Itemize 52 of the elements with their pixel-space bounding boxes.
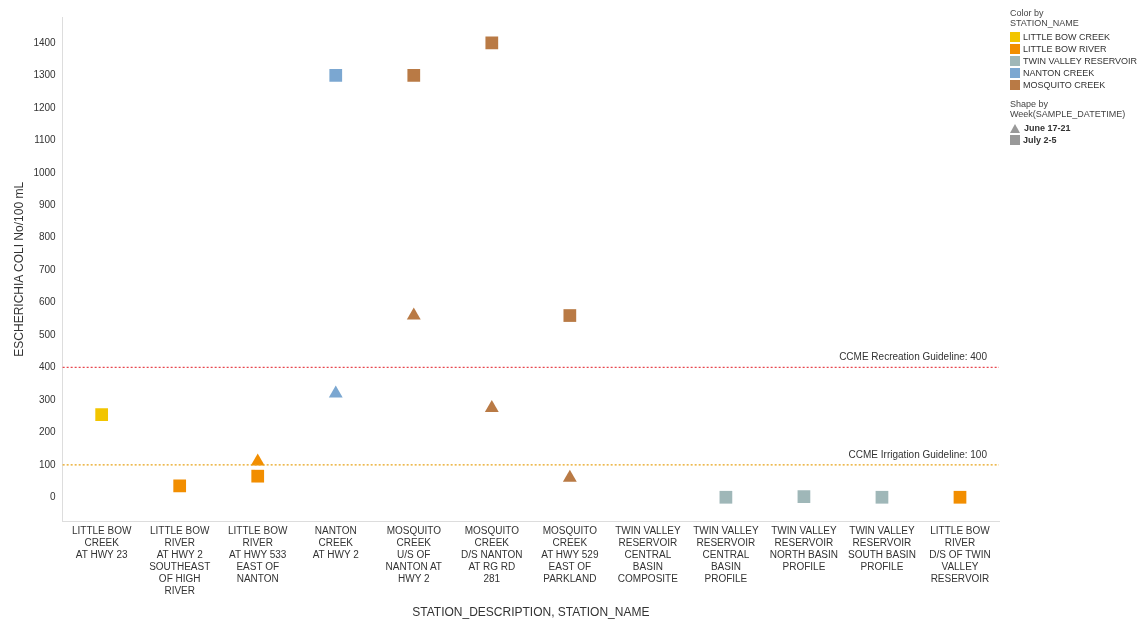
legend-label: LITTLE BOW CREEK [1023, 32, 1111, 42]
point [328, 385, 343, 398]
y-tick-label: 300 [38, 393, 57, 405]
y-tick-label: 1400 [33, 36, 57, 48]
ref-line-label: CCME Recreation Guideline: 400 [839, 351, 988, 363]
y-tick-label: 200 [38, 426, 57, 438]
point [251, 469, 265, 483]
x-tick-label: MOSQUITO CREEK D/S NANTON AT RG RD 281 [461, 525, 523, 585]
y-tick-label: 1300 [33, 69, 57, 81]
x-tick-label: TWIN VALLEY RESERVOIR NORTH BASIN PROFILE [769, 525, 839, 573]
y-tick-label: 400 [38, 361, 57, 373]
y-tick-label: 600 [38, 296, 57, 308]
text: Shape by Week(SAMPLE_DATETIME) [1010, 99, 1127, 119]
x-tick-label: LITTLE BOW CREEK AT HWY 23 [71, 525, 132, 561]
y-tick-label: 700 [38, 263, 57, 275]
y-tick-label: 100 [38, 458, 57, 470]
point [875, 490, 889, 504]
x-tick-label: TWIN VALLEY RESERVOIR CENTRAL BASIN COMPOSITE [615, 525, 681, 585]
y-tick-label: 1200 [33, 101, 57, 113]
x-tick-label: TWIN VALLEY RESERVOIR SOUTH BASIN PROFILE [848, 525, 916, 573]
x-tick-label: LITTLE BOW RIVER D/S OF TWIN VALLEY RESERVOIR [929, 525, 991, 585]
x-tick-label: TWIN VALLEY RESERVOIR CENTRAL BASIN PROFILE [693, 525, 759, 585]
x-tick-label: LITTLE BOW RIVER AT HWY 533 EAST OF NANTON [227, 525, 289, 585]
x-tick-label: LITTLE BOW RIVER AT HWY 2 SOUTHEAST OF HIGH RIVER [149, 525, 211, 597]
legend-label: NANTON CREEK [1023, 68, 1095, 78]
ref-line-label: CCME Irrigation Guideline: 100 [848, 448, 988, 460]
point [173, 479, 187, 493]
x-tick-label: NANTON CREEK AT HWY 2 [312, 525, 360, 561]
point [95, 408, 109, 421]
y-tick-label: 900 [38, 198, 57, 210]
y-tick-label: 800 [38, 231, 57, 243]
legend-title: Color by STATION_NAME [1010, 8, 1080, 28]
x-axis-title: STATION_DESCRIPTION, STATION_NAME [412, 605, 650, 620]
point [484, 400, 499, 413]
point [797, 490, 811, 503]
x-tick-label: MOSQUITO CREEK U/S OF NANTON AT HWY 2 [385, 525, 442, 585]
legend-label: LITTLE BOW RIVER [1023, 44, 1107, 54]
point [719, 490, 733, 504]
point [406, 307, 421, 320]
y-tick-label: 1100 [34, 134, 57, 146]
text: July 2-5 [1023, 135, 1057, 145]
y-tick-label: 0 [50, 491, 57, 503]
y-tick-label: 1000 [33, 166, 57, 178]
y-axis-title: ESCHERICHIA COLI No/100 mL [11, 181, 26, 357]
y-tick-label: 500 [38, 328, 57, 340]
point [329, 69, 343, 82]
point [562, 469, 577, 482]
x-tick-label: MOSQUITO CREEK AT HWY 529 EAST OF PARKLAND [541, 525, 599, 585]
text: June 17-21 [1024, 123, 1071, 133]
legend-label: MOSQUITO CREEK [1023, 80, 1106, 90]
point [953, 490, 967, 504]
legend-label: TWIN VALLEY RESERVOIR [1023, 56, 1138, 66]
